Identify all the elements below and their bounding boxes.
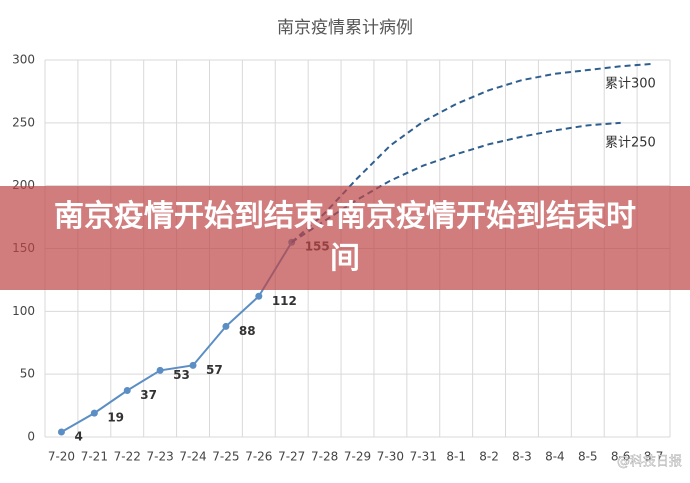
x-tick-label: 7-29 — [344, 450, 371, 464]
x-tick-label: 8-7 — [644, 450, 664, 464]
y-tick-label: 0 — [27, 430, 35, 444]
data-point — [123, 387, 131, 395]
x-tick-label: 7-21 — [81, 450, 108, 464]
data-point — [156, 366, 164, 374]
data-label: 88 — [239, 324, 256, 338]
x-tick-label: 7-23 — [147, 450, 174, 464]
banner-text: 南京疫情开始到结束:南京疫情开始到结束时间 — [54, 199, 636, 276]
x-tick-label: 7-22 — [114, 450, 141, 464]
x-tick-label: 8-4 — [545, 450, 565, 464]
x-tick-label: 8-5 — [578, 450, 598, 464]
y-tick-label: 50 — [20, 367, 35, 381]
series-line — [291, 62, 654, 243]
data-label: 53 — [173, 368, 190, 382]
x-tick-label: 8-2 — [479, 450, 499, 464]
chart-title: 南京疫情累计病例 — [277, 18, 413, 38]
y-tick-label: 100 — [12, 304, 35, 318]
data-point — [189, 361, 197, 369]
data-point — [90, 409, 98, 417]
x-tick-label: 8-6 — [611, 450, 631, 464]
series-line — [60, 241, 293, 433]
data-point — [222, 322, 230, 330]
x-tick-label: 7-25 — [212, 450, 239, 464]
x-tick-label: 7-26 — [245, 450, 272, 464]
y-tick-label: 250 — [12, 115, 35, 129]
x-tick-label: 7-31 — [410, 450, 437, 464]
data-label: 37 — [140, 388, 157, 402]
data-label: 112 — [272, 294, 297, 308]
x-tick-label: 7-24 — [179, 450, 206, 464]
x-tick-label: 8-3 — [512, 450, 532, 464]
x-tick-label: 7-28 — [311, 450, 338, 464]
x-tick-label: 7-27 — [278, 450, 305, 464]
series-label: 累计300 — [605, 76, 656, 91]
y-tick-label: 300 — [12, 53, 35, 67]
x-tick-label: 7-20 — [48, 450, 75, 464]
data-point — [57, 428, 65, 436]
x-tick-label: 8-1 — [446, 450, 466, 464]
series-label: 累计250 — [605, 135, 656, 150]
watermark: @科技日报 — [617, 455, 682, 470]
data-label: 19 — [107, 411, 124, 425]
data-label: 4 — [74, 429, 82, 443]
data-label: 57 — [206, 363, 223, 377]
title-banner: 南京疫情开始到结束:南京疫情开始到结束时间 — [0, 186, 690, 290]
x-tick-label: 7-30 — [377, 450, 404, 464]
data-point — [255, 292, 263, 300]
